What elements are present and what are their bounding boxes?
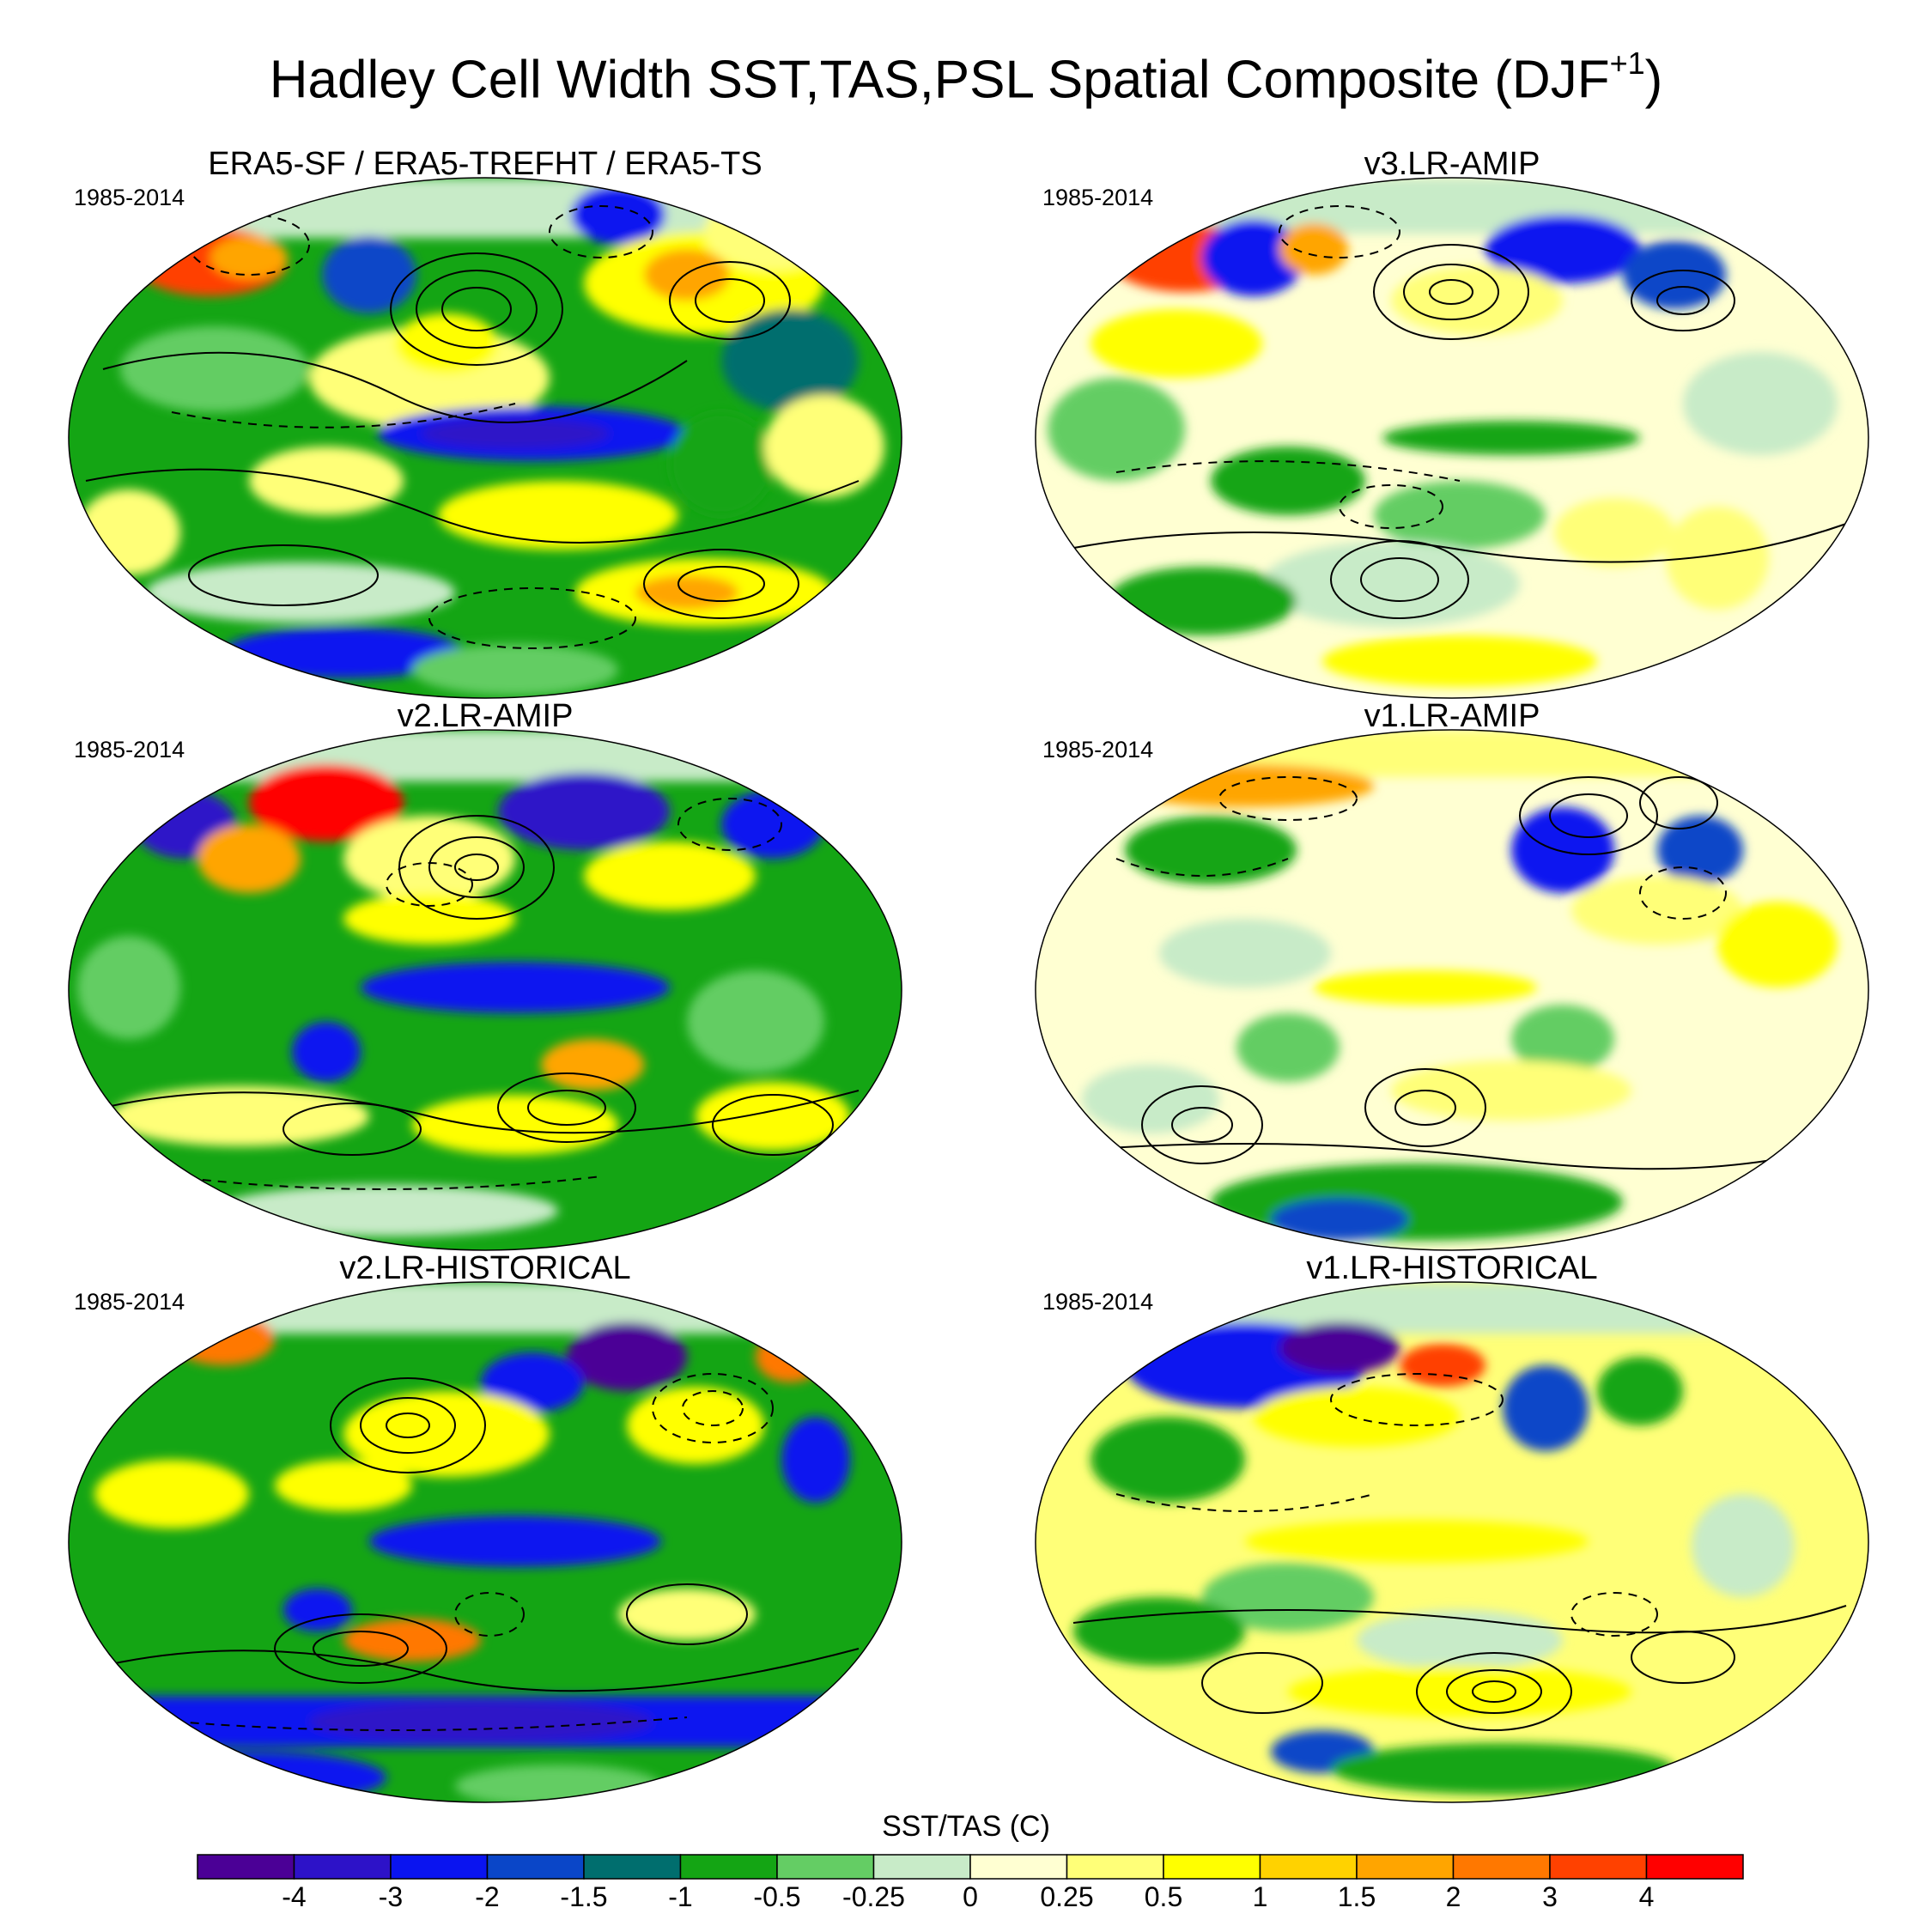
- colorbar-tick-label: 0.5: [1144, 1881, 1183, 1912]
- colorbar-tick-label: 1.5: [1337, 1881, 1376, 1912]
- figure-title-text: Hadley Cell Width SST,TAS,PSL Spatial Co…: [269, 50, 1610, 110]
- colorbar-tick-label: -1.5: [560, 1881, 608, 1912]
- colorbar-box: [1163, 1854, 1261, 1880]
- colorbar-tick-label: -3: [378, 1881, 404, 1912]
- period-label-v3-amip: 1985-2014: [1042, 185, 1154, 210]
- period-label-v2-amip: 1985-2014: [74, 737, 185, 762]
- panel-title-v1-amip: v1.LR-AMIP: [1364, 698, 1540, 734]
- period-label-era5: 1985-2014: [74, 185, 185, 210]
- colorbar-title: SST/TAS (C): [882, 1810, 1050, 1843]
- colorbar-tick-label: -2: [475, 1881, 500, 1912]
- colorbar-box: [679, 1854, 778, 1880]
- colorbar-box: [969, 1854, 1068, 1880]
- map-panel-v2-historical: [68, 1281, 902, 1803]
- map-panel-v1-historical: [1035, 1281, 1869, 1803]
- figure-title-superscript: +1: [1609, 46, 1645, 81]
- panel-title-v3-amip: v3.LR-AMIP: [1364, 146, 1540, 182]
- colorbar-box: [197, 1854, 295, 1880]
- colorbar-box: [872, 1854, 971, 1880]
- colorbar-tick-label: 4: [1638, 1881, 1655, 1912]
- figure-title-close: ): [1644, 50, 1663, 110]
- colorbar-tick-label: 1: [1252, 1881, 1268, 1912]
- colorbar-box: [776, 1854, 875, 1880]
- colorbar-box: [1066, 1854, 1164, 1880]
- colorbar-box: [1259, 1854, 1358, 1880]
- colorbar-box: [583, 1854, 682, 1880]
- colorbar-box: [1645, 1854, 1744, 1880]
- colorbar-box: [1452, 1854, 1551, 1880]
- period-label-v2-historical: 1985-2014: [74, 1289, 185, 1315]
- panel-title-v1-historical: v1.LR-HISTORICAL: [1306, 1250, 1598, 1286]
- colorbar: [197, 1854, 1744, 1880]
- map-panel-v2-amip: [68, 729, 902, 1251]
- colorbar-tick-label: -1: [668, 1881, 693, 1912]
- colorbar-box: [293, 1854, 392, 1880]
- figure-title: Hadley Cell Width SST,TAS,PSL Spatial Co…: [0, 48, 1932, 110]
- colorbar-tick-label: -0.25: [842, 1881, 905, 1912]
- colorbar-box: [1356, 1854, 1455, 1880]
- colorbar-tick-label: 0: [963, 1881, 978, 1912]
- colorbar-box: [486, 1854, 585, 1880]
- colorbar-box: [390, 1854, 489, 1880]
- panel-title-era5: ERA5-SF / ERA5-TREFHT / ERA5-TS: [208, 146, 762, 182]
- panel-title-v2-historical: v2.LR-HISTORICAL: [339, 1250, 631, 1286]
- period-label-v1-historical: 1985-2014: [1042, 1289, 1154, 1315]
- colorbar-box: [1549, 1854, 1648, 1880]
- colorbar-tick-label: -0.5: [753, 1881, 801, 1912]
- colorbar-tick-label: 2: [1445, 1881, 1461, 1912]
- colorbar-tick-label: -4: [282, 1881, 307, 1912]
- panel-title-v2-amip: v2.LR-AMIP: [397, 698, 574, 734]
- colorbar-tick-label: 3: [1542, 1881, 1558, 1912]
- map-panel-era5: [68, 177, 902, 699]
- period-label-v1-amip: 1985-2014: [1042, 737, 1154, 762]
- colorbar-tick-label: 0.25: [1040, 1881, 1094, 1912]
- map-panel-v1-amip: [1035, 729, 1869, 1251]
- map-panel-v3-amip: [1035, 177, 1869, 699]
